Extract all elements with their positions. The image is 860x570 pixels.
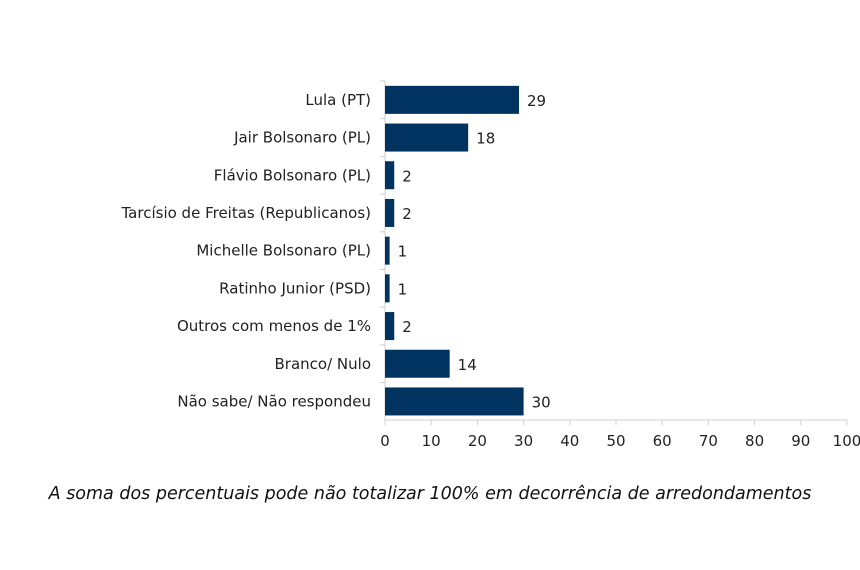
data-label: 14 <box>458 356 477 374</box>
category-label: Não sabe/ Não respondeu <box>177 392 371 410</box>
bar <box>385 161 395 190</box>
bar <box>385 198 395 227</box>
data-label: 2 <box>402 205 412 223</box>
x-tick-label: 40 <box>560 432 579 450</box>
category-label: Michelle Bolsonaro (PL) <box>196 242 371 260</box>
data-label: 29 <box>527 92 546 110</box>
category-label: Flávio Bolsonaro (PL) <box>214 166 371 184</box>
bar <box>385 274 390 303</box>
bar <box>385 236 390 265</box>
data-label: 18 <box>476 130 495 148</box>
category-label: Jair Bolsonaro (PL) <box>233 129 371 147</box>
x-tick-label: 90 <box>791 432 810 450</box>
data-label: 30 <box>532 393 551 411</box>
data-label: 2 <box>402 318 412 336</box>
category-label: Lula (PT) <box>305 91 371 109</box>
bar <box>385 349 450 378</box>
category-label: Tarcísio de Freitas (Republicanos) <box>121 204 372 222</box>
x-tick-label: 80 <box>745 432 764 450</box>
x-tick-label: 30 <box>514 432 533 450</box>
category-label: Outros com menos de 1% <box>177 317 371 335</box>
footnote: A soma dos percentuais pode não totaliza… <box>48 484 812 504</box>
x-tick-label: 50 <box>606 432 625 450</box>
x-tick-label: 60 <box>653 432 672 450</box>
bar <box>385 387 524 416</box>
bar <box>385 123 469 152</box>
category-label: Branco/ Nulo <box>275 355 371 373</box>
bar <box>385 312 395 341</box>
data-label: 2 <box>402 167 412 185</box>
x-tick-label: 0 <box>380 432 390 450</box>
x-tick-label: 10 <box>422 432 441 450</box>
x-tick-label: 100 <box>833 432 860 450</box>
x-tick-label: 20 <box>468 432 487 450</box>
category-label: Ratinho Junior (PSD) <box>219 279 371 297</box>
data-label: 1 <box>398 243 408 261</box>
x-tick-label: 70 <box>699 432 718 450</box>
data-label: 1 <box>398 280 408 298</box>
bar <box>385 85 519 114</box>
